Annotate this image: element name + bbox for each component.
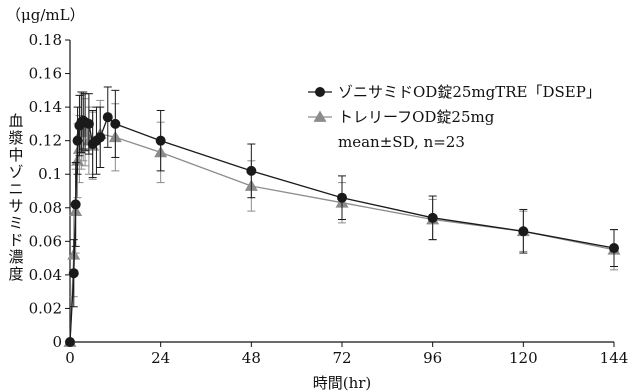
y-axis-label-char: ニ xyxy=(8,180,23,198)
y-tick-label: 0.08 xyxy=(29,199,62,217)
x-tick-label: 0 xyxy=(65,349,75,367)
data-point xyxy=(155,135,166,146)
data-point xyxy=(609,243,619,254)
data-point xyxy=(246,165,257,176)
y-axis-label-char: ゾ xyxy=(8,163,23,181)
data-point xyxy=(65,337,75,347)
data-point xyxy=(68,268,79,279)
data-point xyxy=(72,135,83,146)
x-axis-label: 時間(hr) xyxy=(313,374,372,392)
data-point xyxy=(110,118,121,129)
y-axis-label-char: サ xyxy=(8,197,23,215)
y-axis-label-char: 濃 xyxy=(8,248,23,266)
data-point xyxy=(70,199,81,210)
y-axis-label-char: ド xyxy=(8,231,23,249)
y-tick-label: 0.1 xyxy=(38,165,62,183)
x-tick-label: 120 xyxy=(509,349,538,367)
x-tick-label: 48 xyxy=(242,349,261,367)
plot-area xyxy=(63,86,621,347)
data-point xyxy=(95,132,106,143)
data-point xyxy=(337,192,347,203)
y-axis-label-char: 漿 xyxy=(8,129,23,147)
y-tick-label: 0.02 xyxy=(29,299,62,317)
y-axis-label-char: 中 xyxy=(8,146,23,164)
x-tick-label: 144 xyxy=(600,349,629,367)
legend: ゾニサミドOD錠25mgTRE「DSEP」トレリーフOD錠25mg mean±SD… xyxy=(308,83,601,151)
data-point xyxy=(102,112,113,123)
ticks: 0 0.02 0.04 0.06 0.08 0.1 0.12 0.14 0.16 0.18 0 24 4… xyxy=(29,31,629,367)
legend-entry-label: トレリーフOD錠25mg xyxy=(338,108,495,126)
y-tick-label: 0 xyxy=(52,333,62,351)
y-tick-label: 0.16 xyxy=(29,65,62,83)
x-tick-label: 72 xyxy=(332,349,351,367)
legend-entry-label: ゾニサミドOD錠25mgTRE「DSEP」 xyxy=(338,83,601,101)
y-axis-label-char: 血 xyxy=(8,112,23,130)
y-tick-label: 0.18 xyxy=(29,31,62,49)
y-tick-label: 0.14 xyxy=(29,98,62,116)
y-unit-label: （μg/mL） xyxy=(6,6,85,24)
y-axis-label-char: 度 xyxy=(8,265,23,283)
series-dsep xyxy=(65,86,619,347)
y-axis-label-char: ミ xyxy=(8,214,23,232)
series-trerief xyxy=(63,93,621,347)
x-tick-label: 96 xyxy=(423,349,442,367)
legend-annotation: mean±SD, n=23 xyxy=(338,133,465,151)
data-point xyxy=(83,118,94,129)
y-tick-label: 0.04 xyxy=(29,266,62,284)
series-line xyxy=(69,125,615,343)
legend-marker xyxy=(315,87,325,97)
y-tick-label: 0.12 xyxy=(29,132,62,150)
data-point xyxy=(427,212,438,223)
x-tick-label: 24 xyxy=(151,349,170,367)
legend-marker xyxy=(313,110,327,122)
y-tick-label: 0.06 xyxy=(29,232,62,250)
data-point xyxy=(518,226,529,237)
